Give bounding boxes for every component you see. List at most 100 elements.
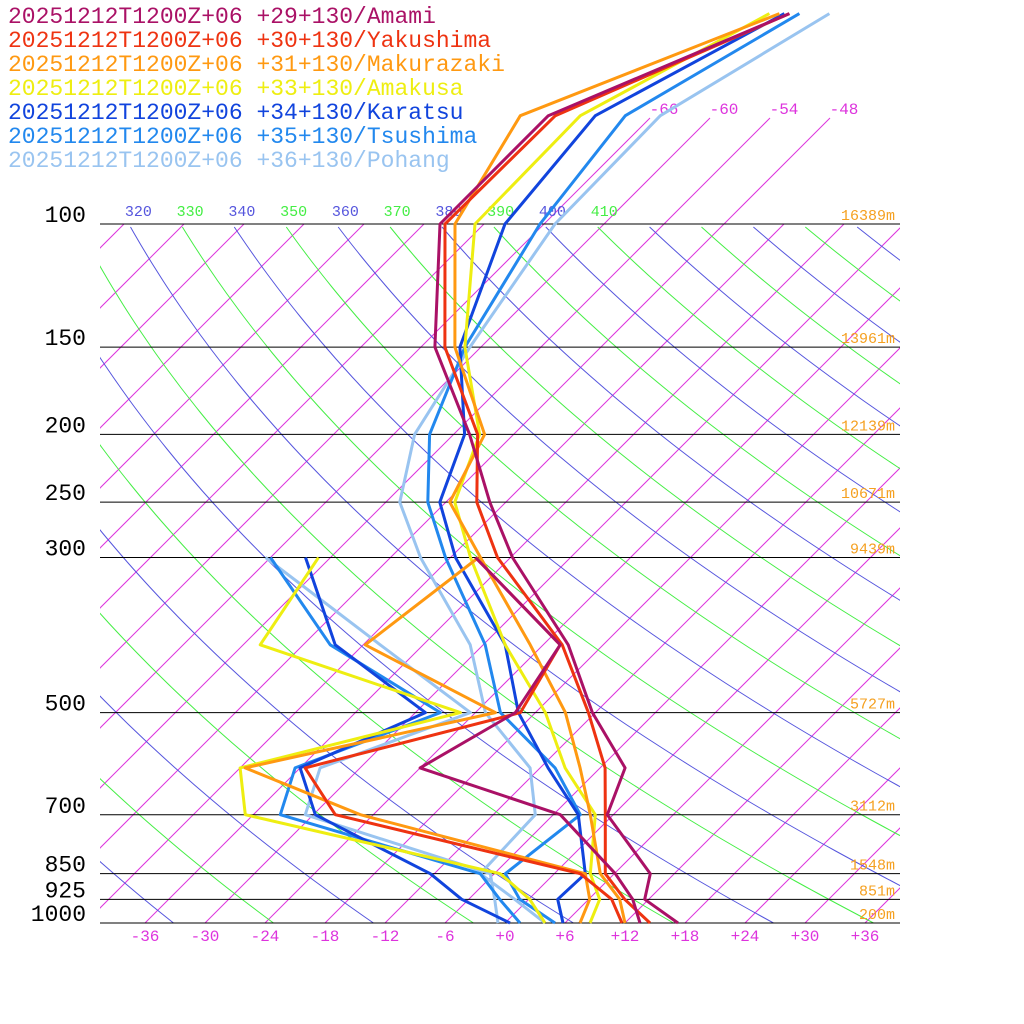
temperature-line <box>438 12 786 924</box>
dry-adiabat <box>545 226 900 513</box>
isotherm <box>100 117 651 669</box>
trace-group <box>238 12 831 925</box>
pressure-label: 700 <box>45 794 86 820</box>
dry-adiabat <box>100 444 674 923</box>
x-tick-label: +18 <box>671 928 700 946</box>
dry-adiabat <box>130 226 900 887</box>
isotherm-group <box>100 117 900 923</box>
isotherm <box>804 827 900 923</box>
pressure-label: 150 <box>45 326 86 352</box>
pressure-label: 100 <box>45 203 86 229</box>
x-tick-label: -6 <box>435 928 454 946</box>
dry-adiabat <box>649 226 900 427</box>
height-label: 3112m <box>850 799 895 816</box>
height-label: 13961m <box>841 331 895 348</box>
isotherm-label: -48 <box>830 101 859 119</box>
x-tick-label: -18 <box>311 928 340 946</box>
temperature-line <box>426 12 801 925</box>
dewpoint-line <box>264 556 500 924</box>
pressure-label: 1000 <box>31 902 86 928</box>
legend: 20251212T1200Z+06 +29+130/Amami20251212T… <box>8 4 505 174</box>
isotherm <box>324 347 900 923</box>
theta-label: 330 <box>177 204 204 221</box>
isotherm <box>744 767 900 923</box>
isotherm <box>564 587 900 923</box>
legend-entry: 20251212T1200Z+06 +30+130/Yakushima <box>8 28 491 54</box>
isotherm <box>624 647 900 923</box>
theta-label: 390 <box>487 204 514 221</box>
isotherm-label: -60 <box>710 101 739 119</box>
theta-label: 360 <box>332 204 359 221</box>
pressure-label: 250 <box>45 481 86 507</box>
dry-adiabat <box>100 860 174 923</box>
theta-label: 320 <box>125 204 152 221</box>
isotherm <box>100 117 711 729</box>
temperature-line <box>453 12 771 924</box>
x-tick-label: +0 <box>495 928 514 946</box>
theta-label: 350 <box>280 204 307 221</box>
dry-adiabat <box>181 226 900 837</box>
dewpoint-line <box>418 556 642 924</box>
height-label: 9439m <box>850 541 895 558</box>
isotherm <box>100 223 185 309</box>
isotherm <box>864 887 900 923</box>
legend-entry: 20251212T1200Z+06 +36+130/Pohang <box>8 148 450 174</box>
x-tick-label: -30 <box>191 928 220 946</box>
pressure-label: 300 <box>45 537 86 563</box>
x-tick-label: -24 <box>251 928 280 946</box>
dry-adiabat <box>100 529 574 923</box>
isotherm <box>444 467 900 923</box>
isotherm <box>100 223 785 909</box>
dry-adiabat <box>701 226 900 385</box>
isotherm-label: -66 <box>650 101 679 119</box>
dry-adiabat <box>337 226 900 693</box>
dry-adiabat <box>100 778 274 923</box>
dewpoint-line <box>298 557 511 925</box>
height-label: 16389m <box>841 208 895 225</box>
isotherm <box>504 527 900 923</box>
height-label: 12139m <box>841 418 895 435</box>
x-tick-label: +6 <box>555 928 574 946</box>
isotherm <box>100 223 485 609</box>
legend-entry: 20251212T1200Z+06 +35+130/Tsushima <box>8 124 477 150</box>
dewpoint-line <box>238 556 547 924</box>
isotherm <box>100 117 831 849</box>
isotherm <box>100 223 305 429</box>
height-label: 5727m <box>850 697 895 714</box>
isotherm <box>100 223 425 549</box>
adiabat-group <box>100 226 900 923</box>
pressure-label: 850 <box>45 853 86 879</box>
isotherm <box>144 223 845 923</box>
dry-adiabat <box>389 226 900 647</box>
temperature-line <box>433 12 790 925</box>
x-tick-label: -36 <box>131 928 160 946</box>
height-label: 1548m <box>850 858 895 875</box>
isotherm <box>100 223 365 489</box>
dewpoint-line <box>243 556 592 924</box>
dry-adiabat <box>100 265 874 923</box>
x-tick-label: +36 <box>851 928 880 946</box>
theta-label: 410 <box>591 204 618 221</box>
legend-entry: 20251212T1200Z+06 +33+130/Amakusa <box>8 76 464 102</box>
height-label: 10671m <box>841 486 895 503</box>
isotherm-label: -54 <box>770 101 799 119</box>
legend-entry: 20251212T1200Z+06 +29+130/Amami <box>8 4 436 30</box>
isotherm <box>100 117 771 789</box>
dry-adiabat <box>441 226 900 601</box>
temperature-line <box>448 12 780 924</box>
x-tick-label: -12 <box>371 928 400 946</box>
dry-adiabat <box>804 226 900 302</box>
x-tick-label: +24 <box>731 928 760 946</box>
x-tick-label: +12 <box>611 928 640 946</box>
theta-label: 340 <box>228 204 255 221</box>
pressure-label: 500 <box>45 692 86 718</box>
legend-entry: 20251212T1200Z+06 +31+130/Makurazaki <box>8 52 505 78</box>
legend-entry: 20251212T1200Z+06 +34+130/Karatsu <box>8 100 463 126</box>
dry-adiabat <box>597 226 900 470</box>
height-label: 851m <box>859 883 895 900</box>
theta-label: 370 <box>384 204 411 221</box>
dry-adiabat <box>233 226 900 788</box>
isotherm <box>204 227 900 923</box>
